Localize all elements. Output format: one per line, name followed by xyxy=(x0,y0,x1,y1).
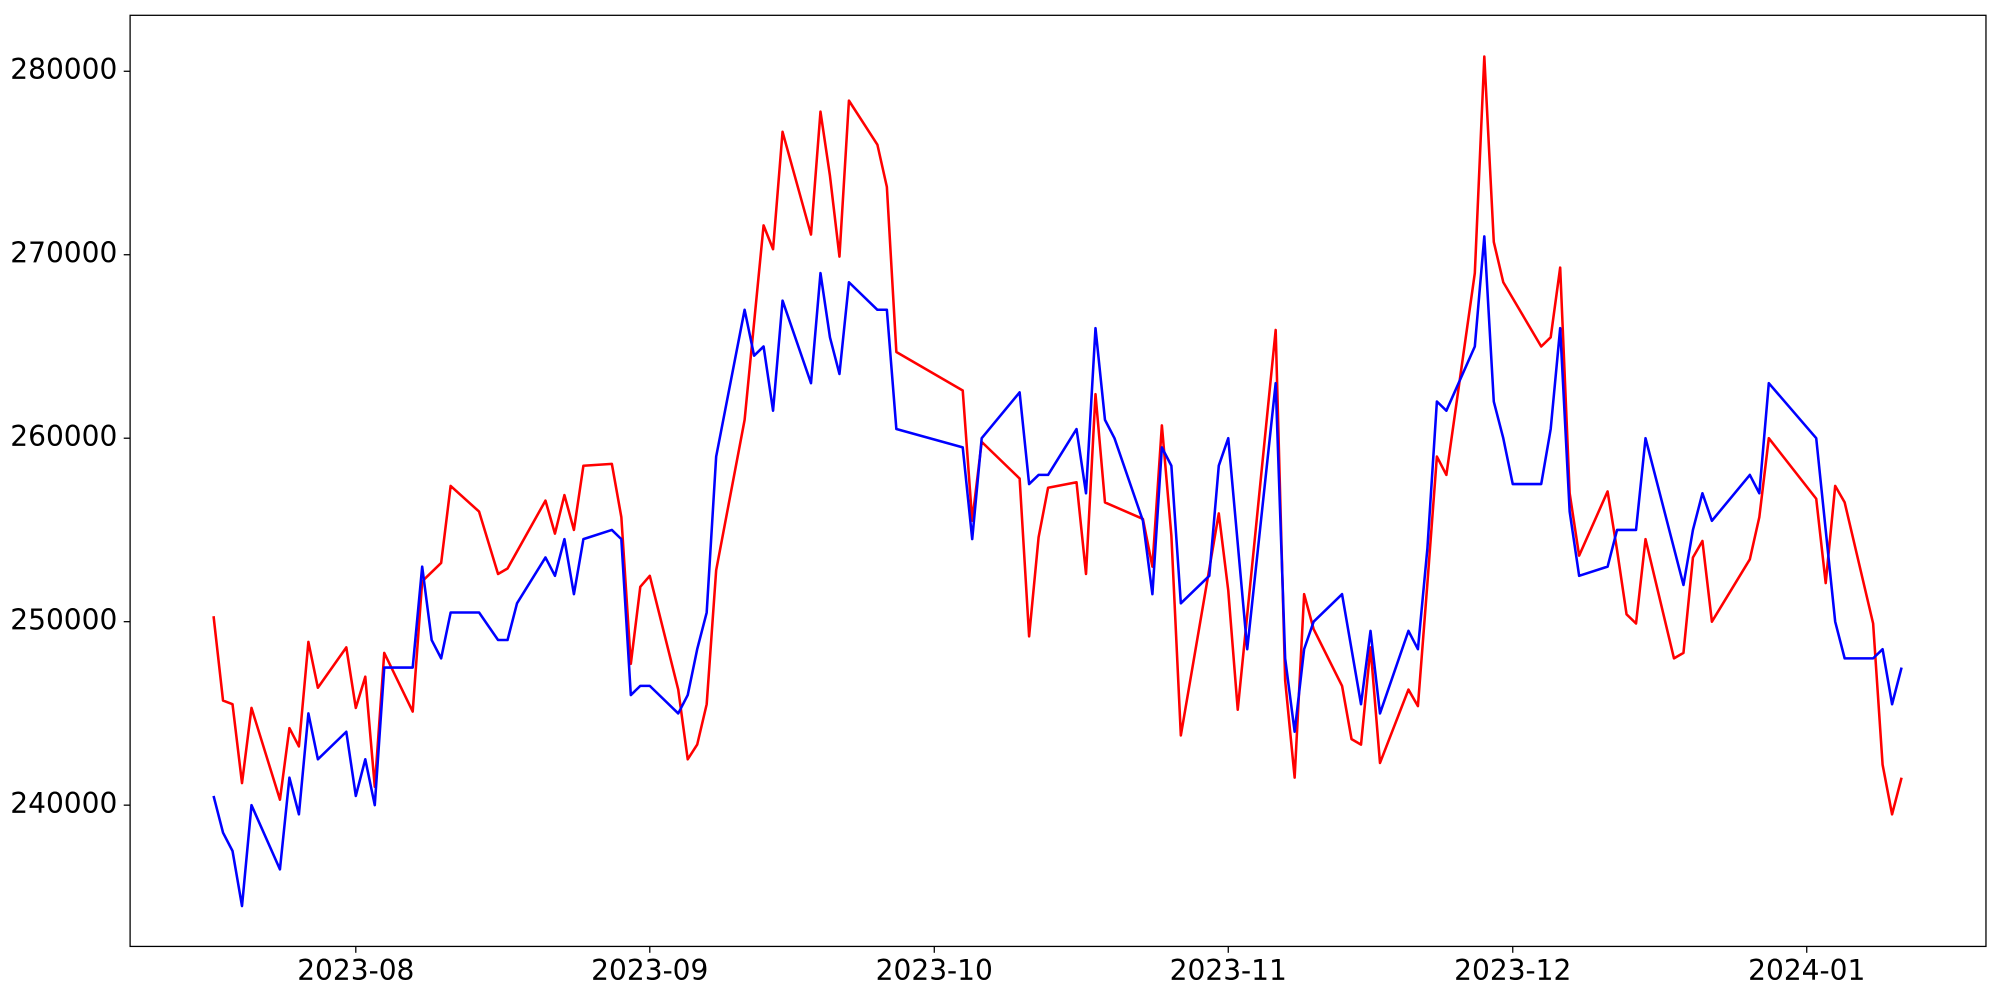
line-series xyxy=(212,235,1903,908)
x-tick-label: 2023-09 xyxy=(591,954,708,987)
x-tick-label: 2024-01 xyxy=(1748,954,1865,987)
line-series xyxy=(212,55,1903,816)
y-tick-label: 240000 xyxy=(10,787,117,820)
plot-frame xyxy=(129,14,1987,948)
x-tick-label: 2023-12 xyxy=(1454,954,1571,987)
y-tick-label: 270000 xyxy=(10,237,117,270)
x-tick-label: 2023-10 xyxy=(876,954,993,987)
y-tick-label: 250000 xyxy=(10,604,117,637)
x-tick-label: 2023-11 xyxy=(1170,954,1287,987)
y-tick-label: 280000 xyxy=(10,53,117,86)
x-tick-label: 2023-08 xyxy=(297,954,414,987)
y-tick-label: 260000 xyxy=(10,420,117,453)
